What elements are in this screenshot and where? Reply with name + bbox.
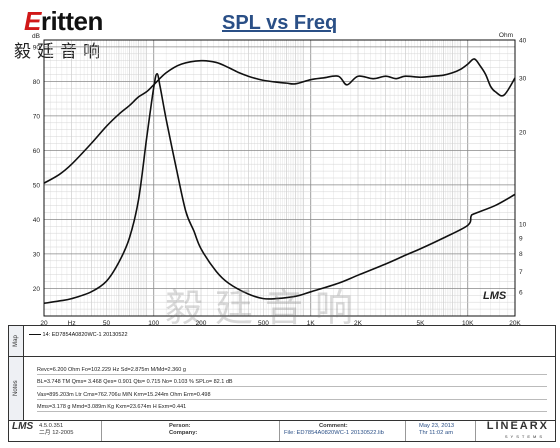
person-label: Person: [169, 423, 191, 429]
footer-time: Thr 11:02 am [419, 430, 454, 436]
footer-section: LMS 4.5.0.351 二月 12-2005 Person: Company… [9, 421, 555, 441]
y-left-tick-3: 50 [33, 182, 41, 189]
y-right-tick-4: 10 [519, 222, 527, 229]
chart-ticks: 20 Hz 50 100 200 500 1K 2K 5K 10K 20K 20 30 40 50 60 70 8… [32, 32, 527, 325]
app-logo: LMS [12, 421, 34, 432]
y-right-tick-2: 8 [519, 251, 523, 258]
vendor-sub: SYSTEMS [504, 434, 545, 439]
impedance-series-line [43, 73, 516, 305]
comment-label: Comment: [319, 423, 348, 429]
y-right-tick-1: 7 [519, 269, 523, 276]
y-left-tick-1: 30 [33, 251, 41, 258]
notes-section: Notes Revc=6.200 Ohm Fo=102.229 Hz Sd=2.… [9, 357, 555, 421]
x-tick-label-10: 20K [509, 320, 521, 325]
map-section: Map 14: ED7854A0820WC-1 20130522 [9, 326, 555, 357]
legend-entry[interactable]: 14: ED7854A0820WC-1 20130522 [29, 332, 128, 339]
y-left-tick-2: 40 [33, 217, 41, 224]
x-tick-label-0: 20 [40, 320, 48, 325]
note-line-4: Mms=3.178 g Mmd=3.089m Kg Kxm=23.674m H … [37, 404, 547, 412]
y-right-tick-7: 40 [519, 38, 527, 45]
y-right-tick-6: 30 [519, 76, 527, 83]
app-version-date: 二月 12-2005 [39, 430, 74, 436]
note-line-2: BL=3.748 TM Qms= 3.468 Qes= 0.901 Qts= 0… [37, 379, 547, 387]
y-left-tick-7: 90 [33, 44, 41, 51]
chart-grid [43, 40, 516, 316]
map-label: Map [13, 335, 19, 347]
chart-title: SPL vs Freq [222, 12, 338, 34]
y-right-tick-3: 9 [519, 235, 523, 242]
brand-word: ritten [40, 6, 104, 36]
map-sidebar: Map [9, 326, 24, 356]
notes-sidebar: Notes [9, 357, 24, 420]
y-right-tick-5: 20 [519, 130, 527, 137]
y-left-tick-6: 80 [33, 79, 41, 86]
x-tick-label-6: 1K [307, 320, 316, 325]
y-left-unit: dB [32, 33, 40, 40]
lms-mark: LMS [483, 290, 507, 302]
x-tick-label-7: 2K [354, 320, 363, 325]
y-left-tick-0: 20 [33, 286, 41, 293]
legend-text: 14: ED7854A0820WC-1 20130522 [42, 332, 128, 338]
note-line-3: Vas=895.203m Ltr Cms=762.706u M/N Krm=15… [37, 392, 547, 400]
y-right-tick-0: 6 [519, 289, 523, 296]
notes-label: Notes [13, 379, 19, 396]
y-right-unit: Ohm [499, 32, 513, 39]
x-tick-label-2: 50 [103, 320, 111, 325]
x-tick-label-1: Hz [68, 320, 76, 325]
footer-date: May 23, 2013 [419, 423, 455, 429]
x-tick-label-5: 500 [258, 320, 269, 325]
spl-series-line [43, 58, 516, 184]
x-tick-label-4: 200 [196, 320, 207, 325]
x-tick-label-3: 100 [148, 320, 159, 325]
brand-logo: Eritten [24, 6, 103, 37]
watermark: 毅廷音响 [165, 286, 366, 330]
plot-frame [43, 39, 516, 317]
y-left-tick-5: 70 [33, 113, 41, 120]
vendor-logo: LINEARX [486, 420, 549, 432]
legend-line-swatch [29, 334, 41, 336]
note-line-1: Revc=6.200 Ohm Fo=102.229 Hz Sd=2.875m M… [37, 367, 547, 375]
y-left-tick-4: 60 [33, 148, 41, 155]
x-tick-label-8: 5K [417, 320, 426, 325]
x-tick-label-9: 10K [462, 320, 474, 325]
brand-initial: E [24, 6, 41, 36]
company-label: Company: [169, 430, 198, 436]
info-panel: Map 14: ED7854A0820WC-1 20130522 Notes R… [8, 325, 556, 442]
file-name: File: ED7854A0820WC-1 20130522.lib [284, 430, 384, 436]
spl-chart: 20 Hz 50 100 200 500 1K 2K 5K 10K 20K 20 30 40 50 60 70 8… [32, 32, 527, 325]
app-version: 4.5.0.351 [39, 423, 64, 429]
